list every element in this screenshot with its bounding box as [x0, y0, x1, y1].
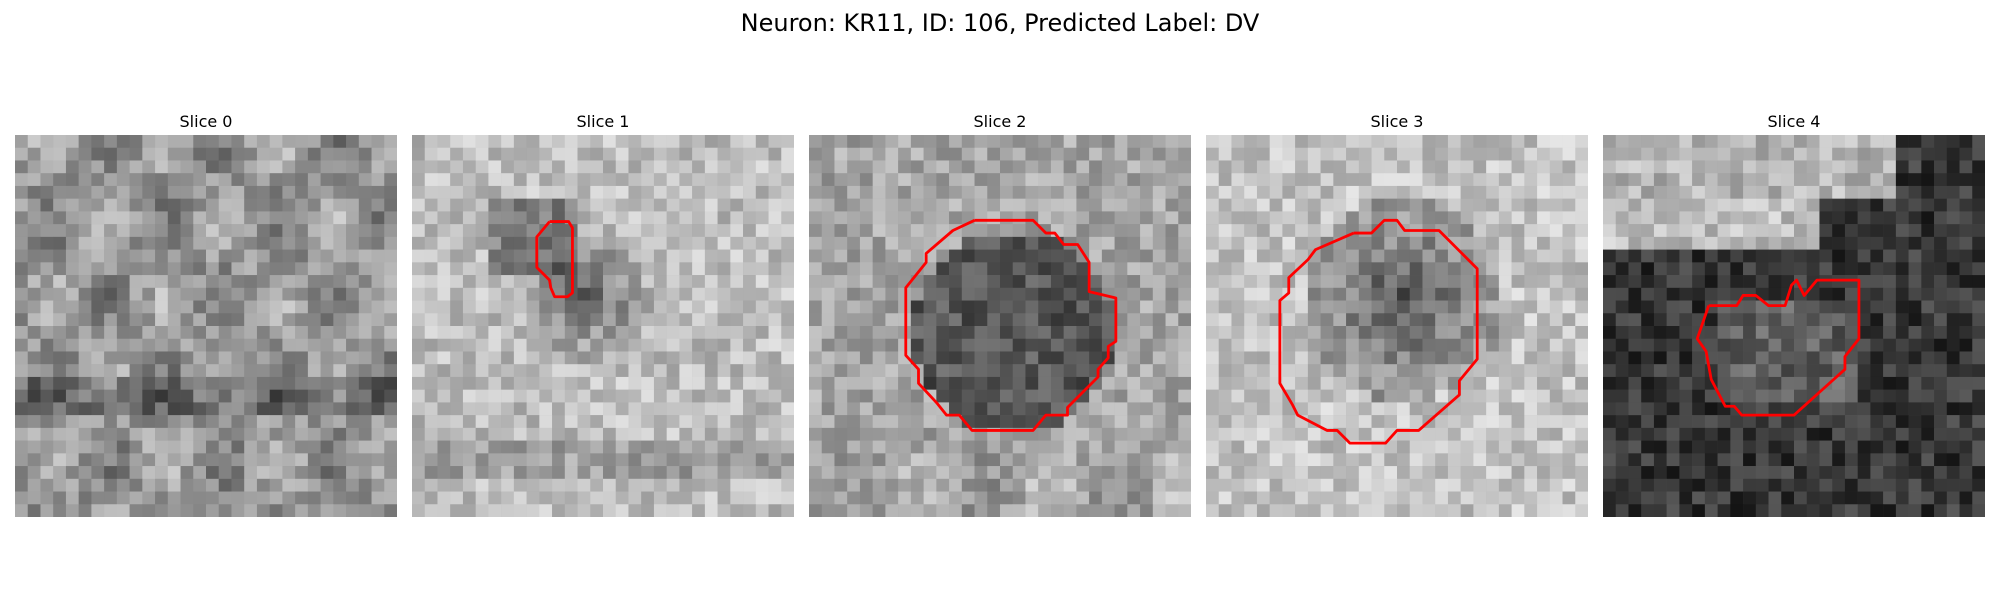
slice-image-4 — [1603, 135, 1985, 517]
slice-image-2 — [809, 135, 1191, 517]
slice-title-0: Slice 0 — [15, 112, 397, 132]
slice-panel-1: Slice 1 — [412, 112, 794, 132]
slice-panel-2: Slice 2 — [809, 112, 1191, 132]
slice-image-1 — [412, 135, 794, 517]
slice-panel-3: Slice 3 — [1206, 112, 1588, 132]
figure-title: Neuron: KR11, ID: 106, Predicted Label: … — [0, 8, 2000, 38]
slice-title-4: Slice 4 — [1603, 112, 1985, 132]
slice-image-3 — [1206, 135, 1588, 517]
slice-panel-0: Slice 0 — [15, 112, 397, 132]
slice-title-2: Slice 2 — [809, 112, 1191, 132]
slice-image-0 — [15, 135, 397, 517]
slice-title-1: Slice 1 — [412, 112, 794, 132]
slice-title-3: Slice 3 — [1206, 112, 1588, 132]
slice-panel-4: Slice 4 — [1603, 112, 1985, 132]
